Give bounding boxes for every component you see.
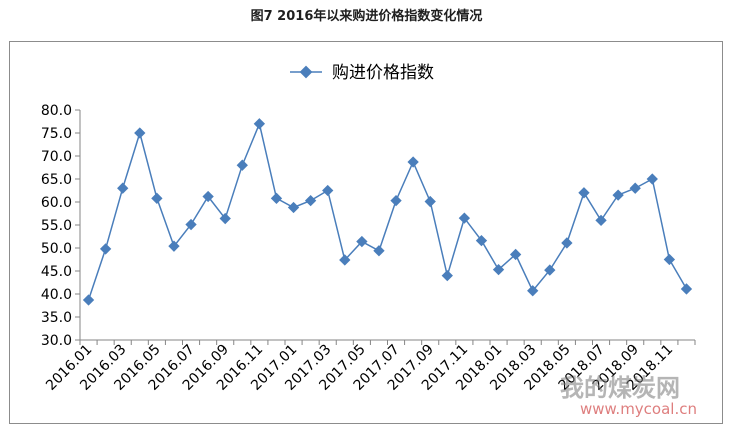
data-point-marker — [492, 263, 505, 276]
data-point-marker — [270, 192, 283, 204]
data-point-marker — [82, 294, 95, 306]
data-point-marker — [236, 159, 248, 171]
data-point-marker — [168, 240, 180, 252]
series-line — [87, 121, 688, 301]
data-point-marker — [287, 201, 300, 214]
legend-marker-swatch — [299, 65, 313, 79]
data-point-marker — [253, 118, 266, 130]
data-point-marker — [544, 264, 556, 276]
data-point-marker — [458, 212, 471, 224]
data-point-marker — [99, 243, 112, 255]
data-point-marker — [612, 189, 624, 201]
data-point-marker — [475, 234, 488, 247]
y-tick-label: 75.0 — [41, 126, 72, 142]
y-tick-label: 55.0 — [41, 218, 72, 234]
data-point-marker — [322, 184, 334, 197]
data-point-marker — [390, 194, 402, 207]
y-tick-label: 35.0 — [41, 310, 72, 326]
data-point-marker — [373, 245, 385, 257]
data-point-marker — [219, 212, 231, 225]
data-point-marker — [527, 285, 539, 297]
data-point-marker — [202, 190, 214, 203]
y-tick-label: 70.0 — [41, 149, 72, 165]
data-point-marker — [134, 127, 146, 139]
data-point-marker — [646, 173, 658, 185]
y-tick-label: 45.0 — [41, 264, 72, 280]
y-tick-label: 30.0 — [41, 333, 72, 349]
data-point-marker — [561, 237, 573, 249]
data-point-marker — [424, 195, 436, 208]
data-point-marker — [151, 192, 163, 204]
data-point-marker — [595, 214, 607, 227]
y-tick-label: 80.0 — [41, 103, 72, 119]
chart-frame — [9, 41, 723, 424]
data-point-marker — [304, 194, 317, 207]
data-point-marker — [663, 253, 676, 266]
data-point-marker — [509, 248, 522, 261]
data-point-marker — [117, 182, 129, 194]
data-point-marker — [629, 182, 641, 194]
figure-caption: 图7 2016年以来购进价格指数变化情况 — [250, 9, 483, 24]
y-tick-label: 65.0 — [41, 172, 72, 188]
data-point-marker — [185, 218, 197, 231]
data-point-marker — [578, 187, 590, 199]
data-point-marker — [680, 283, 693, 295]
data-point-marker — [356, 235, 368, 248]
data-point-marker — [441, 269, 453, 282]
y-tick-label: 60.0 — [41, 195, 72, 211]
legend-label: 购进价格指数 — [332, 63, 434, 83]
y-tick-label: 50.0 — [41, 241, 72, 257]
y-tick-label: 40.0 — [41, 287, 72, 303]
data-point-marker — [407, 156, 419, 168]
